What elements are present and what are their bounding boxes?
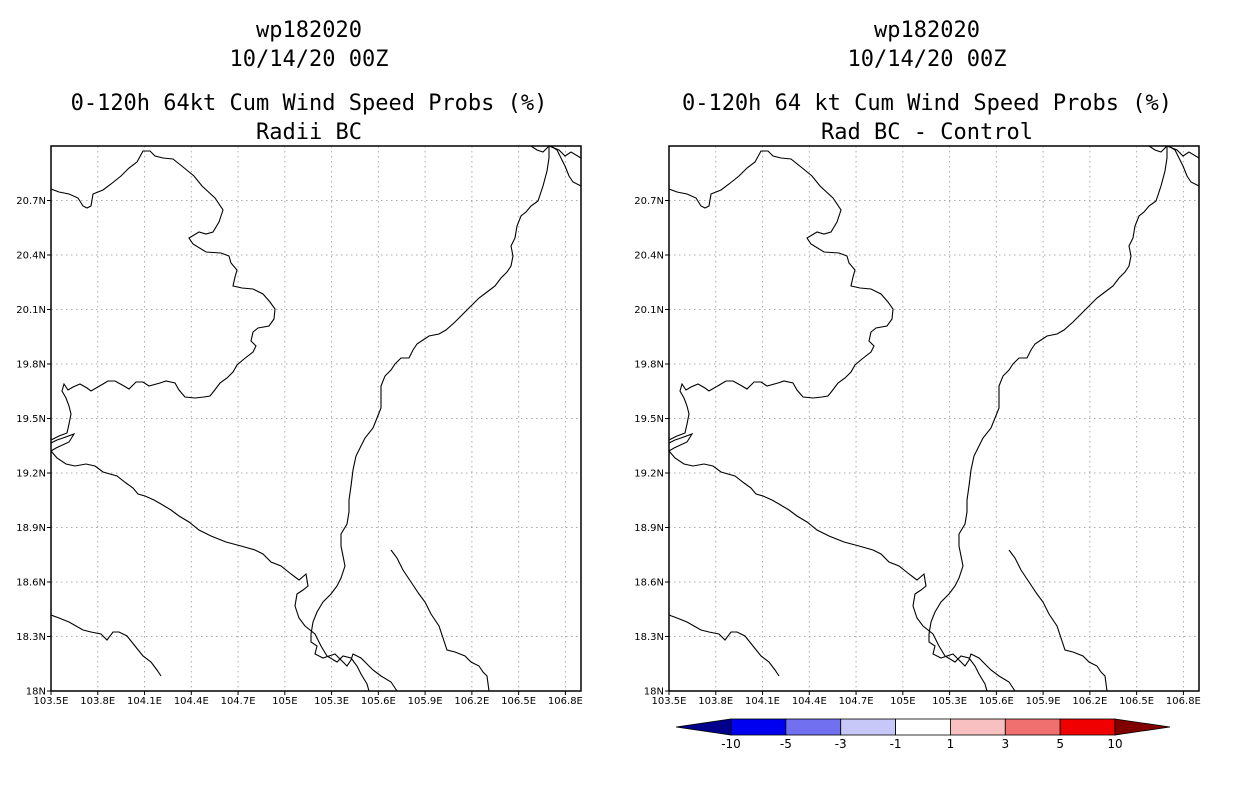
left-title: 0-120h 64kt Cum Wind Speed Probs (%) [70,91,548,116]
right-x-tick-label: 106.8E [1166,696,1201,707]
right-y-tick-label: 20.1N [634,305,664,316]
right-y-tick-label: 18N [644,687,664,698]
left-coastline [51,432,370,691]
left-case-id: wp182020 [256,18,362,43]
right-x-tick-label: 105.6E [979,696,1014,707]
colorbar-label: -10 [721,737,741,751]
left-y-tick-label: 20.4N [16,251,46,262]
left-subtitle: Radii BC [256,120,362,145]
right-x-tick-label: 103.5E [652,696,687,707]
left-x-tick-label: 106.2E [454,696,489,707]
colorbar: -10 -5 -3 -1 1 3 5 10 [675,718,1171,751]
left-x-tick-label: 104.4E [174,696,209,707]
right-y-tick-label: 18.9N [634,523,664,534]
right-x-tick-label: 105.9E [1026,696,1061,707]
right-title: 0-120h 64 kt Cum Wind Speed Probs (%) [681,91,1173,116]
right-coastline [1008,549,1108,691]
right-coastline [669,614,780,677]
colorbar-box [950,718,1006,736]
left-y-tick-label: 18.9N [16,523,46,534]
colorbar-box [730,718,787,736]
colorbar-box [840,718,896,736]
right-case-id: wp182020 [874,18,980,43]
right-y-tick-label: 19.2N [634,469,664,480]
left-x-tick-label: 106.5E [501,696,536,707]
left-coastline [51,150,276,441]
right-y-tick-label: 18.3N [634,632,664,643]
right-coastline [669,150,894,441]
right-y-tick-label: 18.6N [634,578,664,589]
right-coastline [928,146,1168,691]
left-coastlines [51,146,581,691]
right-x-tick-label: 103.8E [698,696,733,707]
colorbar-label: 5 [1056,737,1064,751]
colorbar-label: -1 [890,737,902,751]
left-x-tick-label: 105.9E [408,696,443,707]
colorbar-label: 1 [947,737,955,751]
left-y-tick-label: 19.5N [16,414,46,425]
right-y-tick-label: 20.4N [634,251,664,262]
right-x-tick-label: 105E [890,696,915,707]
right-x-tick-label: 106.5E [1119,696,1154,707]
left-x-tick-label: 104.1E [127,696,162,707]
colorbar-box [1004,718,1061,736]
right-date: 10/14/20 00Z [847,47,1007,72]
left-date: 10/14/20 00Z [229,47,389,72]
right-x-tick-label: 104.4E [792,696,827,707]
left-y-tick-label: 20.7N [16,196,46,207]
colorbar-high-extend [1114,718,1171,736]
right-y-tick-label: 19.8N [634,360,664,371]
colorbar-box [785,718,842,736]
colorbar-label: -5 [780,737,792,751]
left-y-tick-label: 18.6N [16,578,46,589]
right-subtitle: Rad BC - Control [821,120,1033,145]
left-x-tick-label: 103.5E [34,696,69,707]
right-y-tick-label: 19.5N [634,414,664,425]
colorbar-label: 3 [1001,737,1009,751]
right-x-tick-label: 106.2E [1072,696,1107,707]
left-x-tick-label: 105E [272,696,297,707]
right-coastlines [669,146,1199,691]
left-y-tick-label: 18N [26,687,46,698]
left-y-tick-label: 19.8N [16,360,46,371]
left-coastline [390,549,490,691]
left-y-tick-label: 19.2N [16,469,46,480]
right-coastline [1148,146,1199,159]
left-x-tick-label: 104.7E [221,696,256,707]
right-x-tick-label: 105.3E [932,696,967,707]
right-y-tick-label: 20.7N [634,196,664,207]
right-coastline [1168,146,1199,187]
left-coastline [310,146,550,691]
left-coastline [51,614,162,677]
colorbar-label: -3 [835,737,847,751]
left-y-tick-label: 18.3N [16,632,46,643]
right-map-panel: 103.5E 103.8E 104.1E 104.4E 104.7E 105E 105.3E… [634,145,1201,707]
right-coastline [669,432,988,691]
right-x-tick-label: 104.7E [839,696,874,707]
colorbar-box [1059,718,1116,736]
colorbar-box [895,718,951,736]
left-x-tick-label: 103.8E [80,696,115,707]
left-x-tick-label: 105.6E [361,696,396,707]
right-x-tick-label: 104.1E [745,696,780,707]
colorbar-low-extend [675,718,732,736]
left-x-tick-label: 106.8E [548,696,583,707]
left-coastline [530,146,581,159]
colorbar-label: 10 [1107,737,1122,751]
left-map-panel: 103.5E 103.8E 104.1E 104.4E 104.7E 105E 105.3E… [16,145,583,707]
left-y-tick-label: 20.1N [16,305,46,316]
left-x-tick-label: 105.3E [314,696,349,707]
left-coastline [550,146,581,187]
